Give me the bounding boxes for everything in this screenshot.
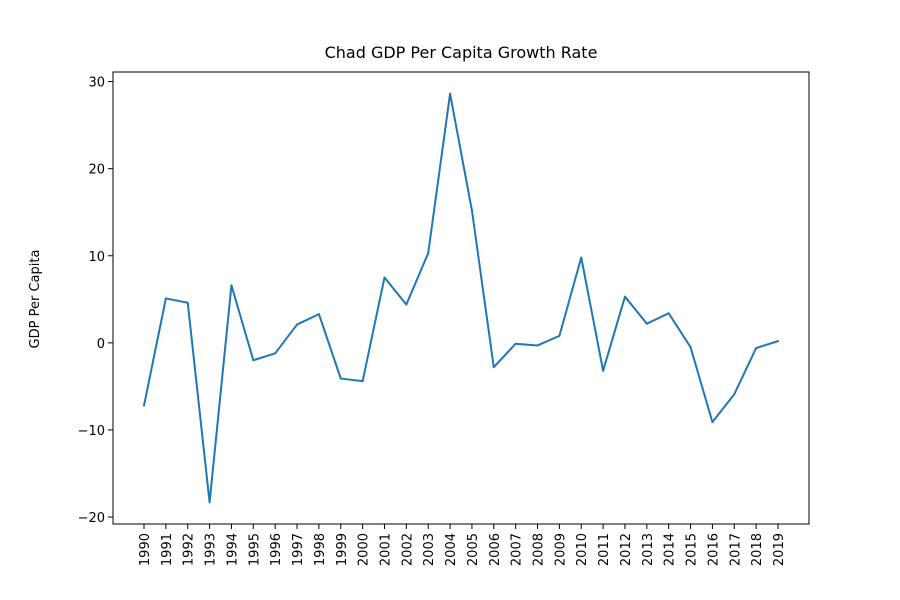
x-tick-label: 2004 bbox=[444, 533, 459, 566]
y-tick-label: −10 bbox=[78, 424, 105, 439]
data-point bbox=[383, 276, 386, 279]
x-tick-label: 2005 bbox=[466, 533, 481, 566]
data-point bbox=[252, 359, 255, 362]
series-group bbox=[143, 92, 779, 504]
data-point bbox=[711, 421, 714, 424]
x-tick-label: 2012 bbox=[619, 533, 634, 566]
data-point bbox=[514, 342, 517, 345]
data-point bbox=[470, 209, 473, 212]
x-tick-label: 1993 bbox=[204, 533, 219, 566]
x-tick-label: 2019 bbox=[772, 533, 787, 566]
y-tick-label: 30 bbox=[88, 76, 105, 91]
y-axis-label: GDP Per Capita bbox=[28, 250, 43, 349]
data-point bbox=[667, 312, 670, 315]
data-point bbox=[623, 295, 626, 298]
data-point bbox=[230, 284, 233, 287]
y-tick-label: 10 bbox=[88, 250, 105, 265]
data-point bbox=[339, 377, 342, 380]
data-point bbox=[274, 352, 277, 355]
data-point bbox=[645, 322, 648, 325]
x-tick-label: 1994 bbox=[225, 533, 240, 566]
y-tick-label: 0 bbox=[97, 337, 105, 352]
data-point bbox=[536, 344, 539, 347]
data-point bbox=[689, 346, 692, 349]
data-point bbox=[361, 380, 364, 383]
x-tick-label: 1992 bbox=[182, 533, 197, 566]
x-tick-label: 1997 bbox=[291, 533, 306, 566]
y-tick-label: 20 bbox=[88, 163, 105, 178]
x-tick-label: 2010 bbox=[575, 533, 590, 566]
data-point bbox=[186, 301, 189, 304]
data-point bbox=[296, 323, 299, 326]
data-point bbox=[733, 393, 736, 396]
x-tick-label: 2006 bbox=[488, 533, 503, 566]
data-point bbox=[208, 501, 211, 504]
data-point bbox=[602, 369, 605, 372]
x-tick-label: 1998 bbox=[313, 533, 328, 566]
x-tick-label: 1991 bbox=[160, 533, 175, 566]
x-tick-label: 2002 bbox=[400, 533, 415, 566]
x-tick-label: 2014 bbox=[663, 533, 678, 566]
data-point bbox=[317, 313, 320, 316]
x-tick-label: 1999 bbox=[335, 533, 350, 566]
x-tick-label: 2017 bbox=[728, 533, 743, 566]
data-point bbox=[492, 366, 495, 369]
x-tick-label: 2016 bbox=[706, 533, 721, 566]
x-tick-label: 2000 bbox=[357, 533, 372, 566]
x-tick-label: 2001 bbox=[378, 533, 393, 566]
x-tick-label: 1990 bbox=[138, 533, 153, 566]
chart-title: Chad GDP Per Capita Growth Rate bbox=[325, 43, 598, 62]
data-point bbox=[164, 297, 167, 300]
data-point bbox=[449, 92, 452, 95]
x-tick-label: 1996 bbox=[269, 533, 284, 566]
data-point bbox=[143, 404, 145, 407]
data-point bbox=[580, 256, 583, 259]
data-point bbox=[777, 340, 779, 343]
x-tick-label: 2009 bbox=[553, 533, 568, 566]
x-tick-label: 2008 bbox=[532, 533, 547, 566]
x-tick-label: 2011 bbox=[597, 533, 612, 566]
data-point bbox=[558, 334, 561, 337]
x-tick-label: 2003 bbox=[422, 533, 437, 566]
y-tick-label: −20 bbox=[78, 511, 105, 526]
y-axis: 30 20 10 0 −10 −20 bbox=[78, 76, 113, 526]
x-tick-label: 2015 bbox=[685, 533, 700, 566]
series-line bbox=[143, 92, 779, 504]
x-tick-label: 2018 bbox=[750, 533, 765, 566]
plot-frame bbox=[112, 71, 810, 525]
x-axis: 1990 1991 1992 1993 1994 1995 1996 1997 1998 1999… bbox=[138, 524, 787, 566]
x-tick-label: 2013 bbox=[641, 533, 656, 566]
x-tick-label: 2007 bbox=[510, 533, 525, 566]
x-tick-label: 1995 bbox=[247, 533, 262, 566]
data-point bbox=[755, 347, 758, 350]
data-point bbox=[405, 303, 408, 306]
data-point bbox=[427, 252, 430, 255]
